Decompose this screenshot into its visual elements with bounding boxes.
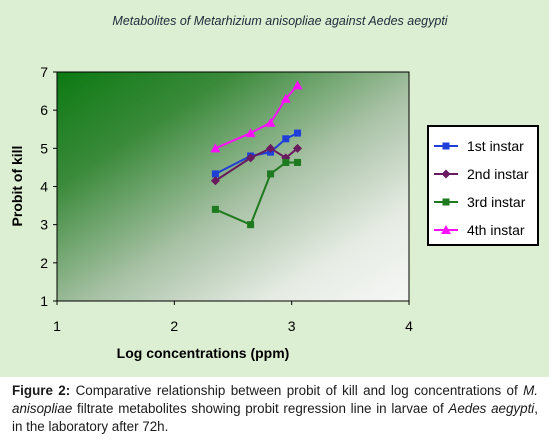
data-point-2nd-instar	[246, 153, 256, 163]
caption-species-1: M. anisopliae	[12, 383, 538, 416]
data-point-2nd-instar	[210, 176, 220, 186]
x-tick-label: 2	[170, 318, 178, 334]
caption-species-2: Aedes aegypti	[448, 401, 535, 416]
data-point-2nd-instar	[266, 143, 276, 153]
legend-label-4th-instar: 4th instar	[467, 222, 525, 238]
caption-text-3: , in the laboratory after 72h.	[12, 401, 538, 434]
data-point-4th-instar	[210, 143, 221, 153]
data-point-4th-instar	[245, 128, 256, 138]
legend-label-1st-instar: 1st instar	[467, 138, 524, 154]
data-point-4th-instar	[280, 93, 291, 103]
data-point-4th-instar	[292, 80, 303, 90]
caption-text-1: Comparative relationship between probit …	[75, 383, 518, 398]
x-tick-label: 1	[53, 318, 61, 334]
data-point-3rd-instar	[282, 158, 290, 166]
legend-marker-2nd-instar	[441, 169, 451, 179]
data-point-2nd-instar	[293, 143, 303, 153]
data-point-3rd-instar	[247, 221, 255, 229]
data-point-1st-instar	[282, 135, 290, 143]
data-point-1st-instar	[211, 170, 219, 178]
data-point-3rd-instar	[294, 158, 302, 166]
x-tick-label: 4	[405, 318, 413, 334]
figure-caption: Figure 2: Comparative relationship betwe…	[12, 382, 538, 436]
chart-frame: Metabolites of Metarhizium anisopliae ag…	[0, 0, 549, 377]
legend-marker-4th-instar	[441, 225, 451, 234]
x-tick-label: 3	[288, 318, 296, 334]
legend-marker-3rd-instar	[442, 198, 450, 206]
y-axis-label: Probit of kill	[9, 146, 25, 227]
y-tick-label: 2	[40, 255, 48, 271]
figure-label: Figure 2:	[12, 383, 71, 398]
data-point-4th-instar	[265, 117, 276, 127]
y-tick-label: 5	[40, 140, 48, 156]
y-tick-label: 7	[40, 64, 48, 80]
data-point-3rd-instar	[211, 205, 219, 213]
legend-label-3rd-instar: 3rd instar	[467, 194, 526, 210]
data-point-3rd-instar	[267, 170, 275, 178]
data-point-1st-instar	[294, 129, 302, 137]
y-tick-label: 4	[40, 179, 48, 195]
legend-marker-1st-instar	[442, 142, 450, 150]
plot-area	[56, 71, 410, 302]
y-tick-label: 1	[40, 293, 48, 309]
chart-title: Metabolites of Metarhizium anisopliae ag…	[112, 14, 448, 28]
x-axis-label: Log concentrations (ppm)	[117, 345, 290, 361]
y-tick-label: 6	[40, 102, 48, 118]
probit-chart: Metabolites of Metarhizium anisopliae ag…	[9, 14, 539, 361]
legend-label-2nd-instar: 2nd instar	[467, 166, 529, 182]
y-tick-label: 3	[40, 217, 48, 233]
caption-text-2: filtrate metabolites showing probit regr…	[77, 401, 444, 416]
